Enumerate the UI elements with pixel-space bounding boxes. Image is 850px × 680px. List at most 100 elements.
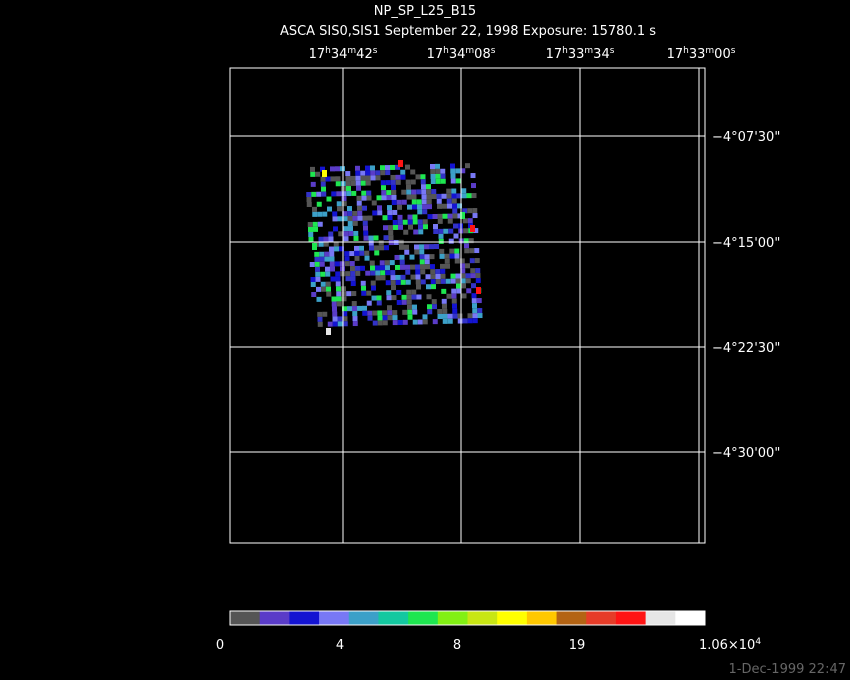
- pixel: [436, 198, 442, 204]
- pixel: [450, 163, 455, 169]
- pixel: [382, 315, 388, 321]
- pixel: [357, 205, 362, 211]
- pixel: [467, 313, 473, 319]
- pixel: [463, 238, 469, 244]
- pixel: [391, 194, 397, 200]
- pixel: [409, 254, 415, 260]
- pixel: [442, 203, 447, 209]
- pixel: [477, 313, 483, 319]
- pixel: [395, 274, 401, 280]
- pixel: [325, 281, 331, 287]
- pixel: [386, 195, 392, 201]
- xray-image: [306, 160, 483, 335]
- pixel: [353, 235, 359, 241]
- pixel: [410, 169, 416, 175]
- pixel: [434, 244, 439, 249]
- grid: [229, 67, 706, 544]
- pixel: [353, 230, 359, 236]
- pixel: [401, 189, 407, 195]
- pixel: [352, 316, 358, 322]
- label-part: 17: [667, 47, 684, 62]
- pixel: [395, 174, 401, 180]
- pixel: [341, 196, 347, 202]
- pixel: [387, 205, 392, 211]
- pixel: [430, 274, 436, 280]
- pixel: [423, 224, 428, 230]
- pixel: [452, 308, 458, 314]
- pixel: [477, 308, 483, 314]
- pixel: [437, 203, 442, 209]
- pixel: [411, 289, 417, 295]
- pixel: [347, 206, 352, 212]
- pixel: [346, 186, 351, 192]
- colorbar-label: 0: [216, 638, 224, 653]
- pixel: [322, 211, 328, 217]
- pixel: [376, 295, 382, 301]
- pixel: [426, 199, 432, 205]
- pixel: [388, 235, 394, 241]
- pixel: [457, 203, 462, 209]
- pixel: [314, 256, 320, 262]
- pixel: [342, 311, 348, 317]
- timestamp: 1-Dec-1999 22:47: [729, 662, 847, 677]
- dec-label: −4°15'00": [712, 236, 780, 251]
- pixel: [306, 202, 312, 207]
- pixel: [406, 289, 412, 295]
- pixel: [411, 199, 417, 205]
- pixel: [391, 189, 397, 195]
- label-part: h: [325, 46, 331, 56]
- label-part: 0: [216, 638, 224, 653]
- pixel: [387, 210, 393, 216]
- pixel: [382, 320, 388, 326]
- pixel: [474, 248, 480, 254]
- pixel: [322, 170, 327, 177]
- colorbar-swatch: [645, 611, 676, 625]
- pixel: [386, 190, 392, 196]
- pixel: [439, 253, 445, 259]
- pixel: [391, 199, 397, 205]
- pixel: [359, 245, 364, 251]
- pixel: [407, 314, 413, 320]
- pixel: [350, 175, 356, 181]
- pixel: [452, 208, 458, 214]
- pixel: [332, 316, 338, 322]
- pixel: [433, 224, 438, 229]
- pixel: [330, 166, 335, 172]
- label-part: 17: [309, 47, 326, 62]
- pixel: [382, 310, 388, 316]
- pixel: [377, 315, 383, 321]
- pixel: [339, 261, 345, 267]
- label-part: m: [465, 46, 474, 56]
- pixel: [375, 175, 381, 181]
- pixel: [401, 199, 407, 205]
- colorbar-swatch: [259, 611, 290, 625]
- pixel: [398, 160, 403, 167]
- pixel: [342, 321, 348, 327]
- pixel: [344, 261, 350, 267]
- pixel: [413, 229, 419, 235]
- pixel: [415, 279, 421, 285]
- pixel: [452, 213, 458, 219]
- pixel: [324, 256, 330, 262]
- pixel: [420, 269, 426, 275]
- label-part: h: [562, 46, 568, 56]
- pixel: [385, 170, 391, 176]
- pixel: [455, 273, 461, 279]
- pixel: [419, 244, 424, 250]
- pixel: [412, 204, 417, 210]
- pixel: [380, 270, 386, 276]
- pixel: [337, 321, 343, 327]
- pixel: [412, 309, 418, 315]
- pixel: [442, 308, 448, 314]
- pixel: [324, 251, 330, 257]
- pixel: [386, 290, 392, 296]
- pixel: [341, 191, 347, 197]
- pixel: [319, 256, 325, 262]
- pixel: [449, 253, 455, 259]
- pixel: [437, 218, 443, 224]
- pixel: [470, 173, 476, 179]
- pixel: [342, 316, 348, 322]
- pixel: [316, 191, 322, 197]
- pixel: [379, 245, 384, 251]
